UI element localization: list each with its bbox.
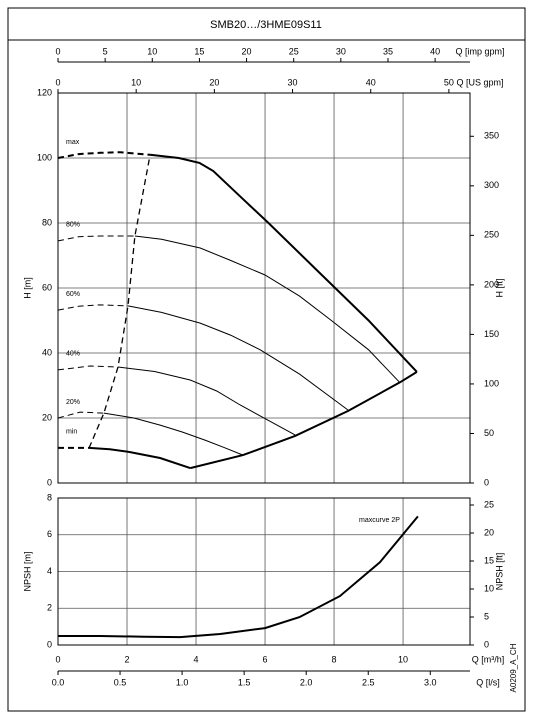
y-tick-label: 100 (37, 152, 52, 162)
top-axis-tick-label: 20 (242, 46, 252, 56)
x-tick-label: 4 (194, 654, 199, 664)
top-axis-tick-label: 0 (55, 77, 60, 87)
y2-axis-label: NPSH [ft] (494, 553, 504, 591)
y2-tick-label: 150 (484, 329, 499, 339)
x2-tick-label: 1.5 (238, 677, 251, 687)
curve (57, 235, 135, 242)
x-axis-label: Q [m³/h] (472, 654, 505, 664)
y-tick-label: 80 (42, 217, 52, 227)
top-axis-tick-label: 40 (430, 46, 440, 56)
curve (89, 446, 191, 470)
curve-label: 20% (66, 399, 80, 406)
x-tick-label: 10 (398, 654, 408, 664)
x2-tick-label: 3.0 (424, 677, 437, 687)
curve (149, 153, 418, 373)
curve (134, 235, 400, 383)
top-axis-tick-label: 10 (147, 46, 157, 56)
title: SMB20…/3HME09S11 (210, 19, 322, 31)
top-axis-tick-label: 30 (336, 46, 346, 56)
x2-axis-label: Q [l/s] (476, 677, 500, 687)
y-tick-label: 20 (42, 412, 52, 422)
y2-tick-label: 25 (484, 499, 494, 509)
y2-tick-label: 0 (484, 477, 489, 487)
top-axis-tick-label: 40 (366, 77, 376, 87)
curve (57, 151, 151, 159)
curve-label: min (66, 429, 77, 436)
curve-label: 60% (66, 291, 80, 298)
plot-frame (57, 497, 471, 646)
top-axis-tick-label: 25 (289, 46, 299, 56)
y2-tick-label: 100 (484, 378, 499, 388)
curve (57, 365, 119, 371)
y-tick-label: 6 (47, 529, 52, 539)
curve (58, 515, 419, 639)
y2-tick-label: 10 (484, 583, 494, 593)
top-axis-tick-label: 10 (131, 77, 141, 87)
y-axis-label: H [m] (22, 277, 32, 299)
y-tick-label: 2 (47, 603, 52, 613)
top-axis-tick-label: 20 (209, 77, 219, 87)
x2-tick-label: 0.0 (52, 677, 65, 687)
top-axis-tick-label: 30 (288, 77, 298, 87)
top-axis-tick-label: 50 (444, 77, 454, 87)
y-tick-label: 120 (37, 87, 52, 97)
y2-tick-label: 5 (484, 611, 489, 621)
y-tick-label: 0 (47, 477, 52, 487)
x2-tick-label: 2.5 (362, 677, 375, 687)
top-axis-label: Q [US gpm] (456, 77, 503, 87)
y-tick-label: 40 (42, 347, 52, 357)
curve (57, 304, 129, 311)
y2-axis-label: H [ft] (494, 278, 504, 297)
x2-tick-label: 1.0 (176, 677, 189, 687)
y-tick-label: 4 (47, 566, 52, 576)
curve (88, 154, 151, 449)
y-tick-label: 60 (42, 282, 52, 292)
y2-tick-label: 200 (484, 279, 499, 289)
curve (103, 412, 244, 456)
curve (189, 371, 418, 470)
outer-frame (7, 7, 526, 712)
y2-tick-label: 350 (484, 131, 499, 141)
curve (117, 366, 296, 436)
x2-tick-label: 0.5 (114, 677, 127, 687)
curve-label: maxcurve 2P (359, 517, 400, 524)
curve-label: 40% (66, 351, 80, 358)
x-tick-label: 0 (55, 654, 60, 664)
top-axis-label: Q [imp gpm] (455, 46, 504, 56)
drawing-code: A0209_A_CH (509, 643, 518, 692)
y-tick-label: 0 (47, 639, 52, 649)
top-axis-tick-label: 35 (383, 46, 393, 56)
top-axis-tick-label: 5 (103, 46, 108, 56)
y2-tick-label: 50 (484, 428, 494, 438)
curve-label: max (66, 139, 80, 146)
x2-tick-label: 2.0 (300, 677, 313, 687)
y-axis-label: NPSH [m] (22, 551, 32, 591)
x-tick-label: 2 (125, 654, 130, 664)
top-axis-tick-label: 15 (194, 46, 204, 56)
y2-tick-label: 250 (484, 230, 499, 240)
y2-tick-label: 0 (484, 639, 489, 649)
curve (57, 411, 104, 419)
y2-tick-label: 300 (484, 180, 499, 190)
y2-tick-label: 15 (484, 555, 494, 565)
x-tick-label: 8 (332, 654, 337, 664)
curve-label: 80% (66, 222, 80, 229)
top-axis-tick-label: 0 (55, 46, 60, 56)
y2-tick-label: 20 (484, 527, 494, 537)
x-tick-label: 6 (263, 654, 268, 664)
curve (127, 305, 349, 411)
y-tick-label: 8 (47, 492, 52, 502)
